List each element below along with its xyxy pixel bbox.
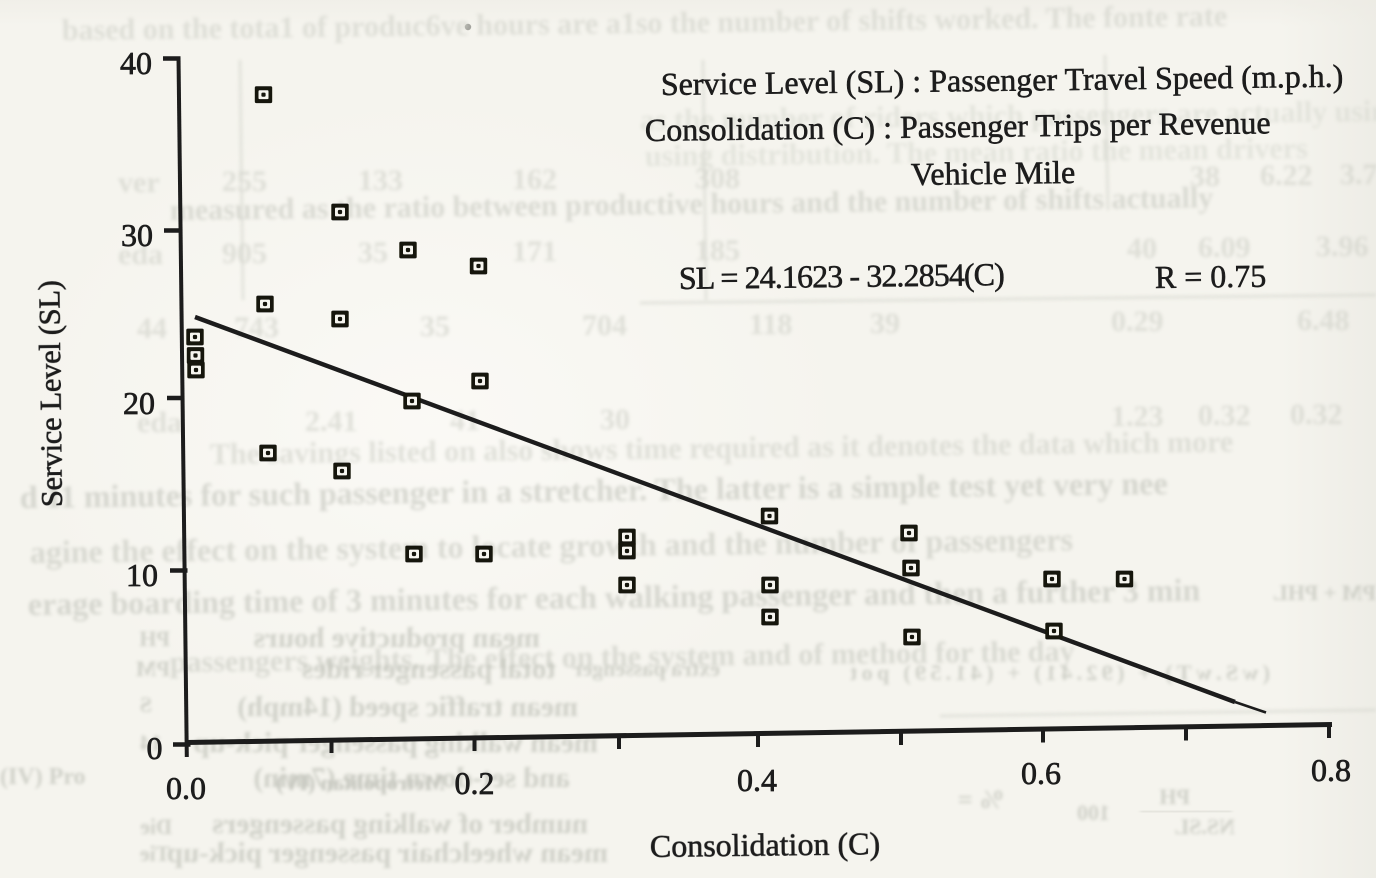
svg-text:Tie: Tie — [140, 841, 170, 866]
svg-text:35: 35 — [420, 310, 450, 343]
svg-text:PH: PH — [1159, 784, 1190, 809]
svg-text:0.0: 0.0 — [166, 770, 206, 806]
svg-text:308: 308 — [695, 162, 740, 195]
svg-text:905: 905 — [222, 237, 267, 270]
svg-text:704: 704 — [582, 309, 627, 342]
svg-text:20: 20 — [123, 385, 155, 421]
svg-text:40: 40 — [1127, 232, 1157, 265]
svg-text:Vehicle Mile: Vehicle Mile — [911, 154, 1076, 192]
svg-text:Die: Die — [140, 814, 172, 839]
svg-text:eda: eda — [118, 238, 163, 271]
svg-text:38: 38 — [1190, 160, 1220, 193]
svg-text:NS.SL: NS.SL — [1174, 814, 1235, 839]
svg-text:total passenger rides: total passenger rides — [302, 653, 556, 685]
svg-text:0.8: 0.8 — [1311, 752, 1351, 788]
svg-text:118: 118 — [749, 308, 792, 341]
svg-text:using distribution. The mean r: using distribution. The mean ratio the m… — [645, 132, 1308, 173]
svg-text:Consolidation (C): Consolidation (C) — [650, 825, 881, 864]
svg-text:% =: % = — [958, 785, 1005, 814]
svg-text:255: 255 — [222, 165, 267, 198]
svg-text:mean wheelchair passenger pick: mean wheelchair passenger pick-up — [167, 837, 608, 869]
svg-text:mean productive hours: mean productive hours — [254, 622, 540, 654]
svg-text:Metropolitan (IV): Metropolitan (IV) — [276, 770, 445, 795]
svg-text:133: 133 — [358, 164, 403, 197]
svg-text:PM: PM — [136, 656, 170, 681]
svg-text:R = 0.75: R = 0.75 — [1155, 258, 1267, 295]
svg-text:mean traffic speed (14mph): mean traffic speed (14mph) — [237, 691, 578, 723]
svg-text:0.32: 0.32 — [1290, 398, 1343, 431]
svg-text:S: S — [140, 692, 152, 717]
svg-text:Service Level (SL) : Passenger: Service Level (SL) : Passenger Travel Sp… — [661, 58, 1344, 102]
svg-text:0.6: 0.6 — [1021, 755, 1061, 791]
svg-text:0.4: 0.4 — [737, 762, 777, 798]
svg-text:1.23: 1.23 — [1111, 400, 1164, 433]
svg-text:Consolidation (C) : Passenger: Consolidation (C) : Passenger Trips per … — [645, 104, 1271, 148]
svg-text:Service Level (SL): Service Level (SL) — [32, 280, 69, 507]
svg-text:35: 35 — [358, 236, 388, 269]
svg-text:0: 0 — [147, 730, 163, 766]
svg-text:extra passenger: extra passenger — [573, 656, 720, 681]
svg-text:40: 40 — [120, 45, 152, 81]
svg-text:2.41: 2.41 — [305, 405, 358, 438]
svg-text:number of walking passengers: number of walking passengers — [212, 808, 588, 840]
svg-text:100: 100 — [1077, 800, 1110, 825]
svg-text:30: 30 — [121, 217, 153, 253]
svg-text:44: 44 — [137, 312, 167, 345]
svg-text:6.48: 6.48 — [1297, 304, 1350, 337]
svg-text:PH: PH — [139, 626, 170, 651]
svg-text:14: 14 — [140, 730, 162, 755]
svg-text:0.29: 0.29 — [1111, 305, 1164, 338]
svg-text:3.96: 3.96 — [1316, 230, 1369, 263]
svg-text:3.77: 3.77 — [1340, 158, 1376, 191]
svg-text:(IV) Pro: (IV) Pro — [0, 764, 86, 790]
svg-text:ver: ver — [118, 166, 160, 199]
svg-text:171: 171 — [512, 235, 557, 268]
svg-text:10: 10 — [126, 557, 158, 593]
svg-text:6.09: 6.09 — [1198, 231, 1251, 264]
svg-text:eda: eda — [137, 406, 182, 439]
svg-text:162: 162 — [512, 163, 557, 196]
svg-text:SL = 24.1623 - 32.2854(C): SL = 24.1623 - 32.2854(C) — [679, 256, 1005, 296]
svg-text:0.32: 0.32 — [1198, 399, 1251, 432]
svg-text:0.2: 0.2 — [455, 765, 495, 801]
svg-text:185: 185 — [695, 234, 740, 267]
svg-text:30: 30 — [600, 403, 630, 436]
svg-text:and set-down time (7min): and set-down time (7min) — [253, 762, 570, 794]
svg-text:6.22: 6.22 — [1260, 159, 1313, 192]
svg-text:PM + PHL: PM + PHL — [1273, 580, 1376, 605]
svg-text:39: 39 — [870, 307, 900, 340]
